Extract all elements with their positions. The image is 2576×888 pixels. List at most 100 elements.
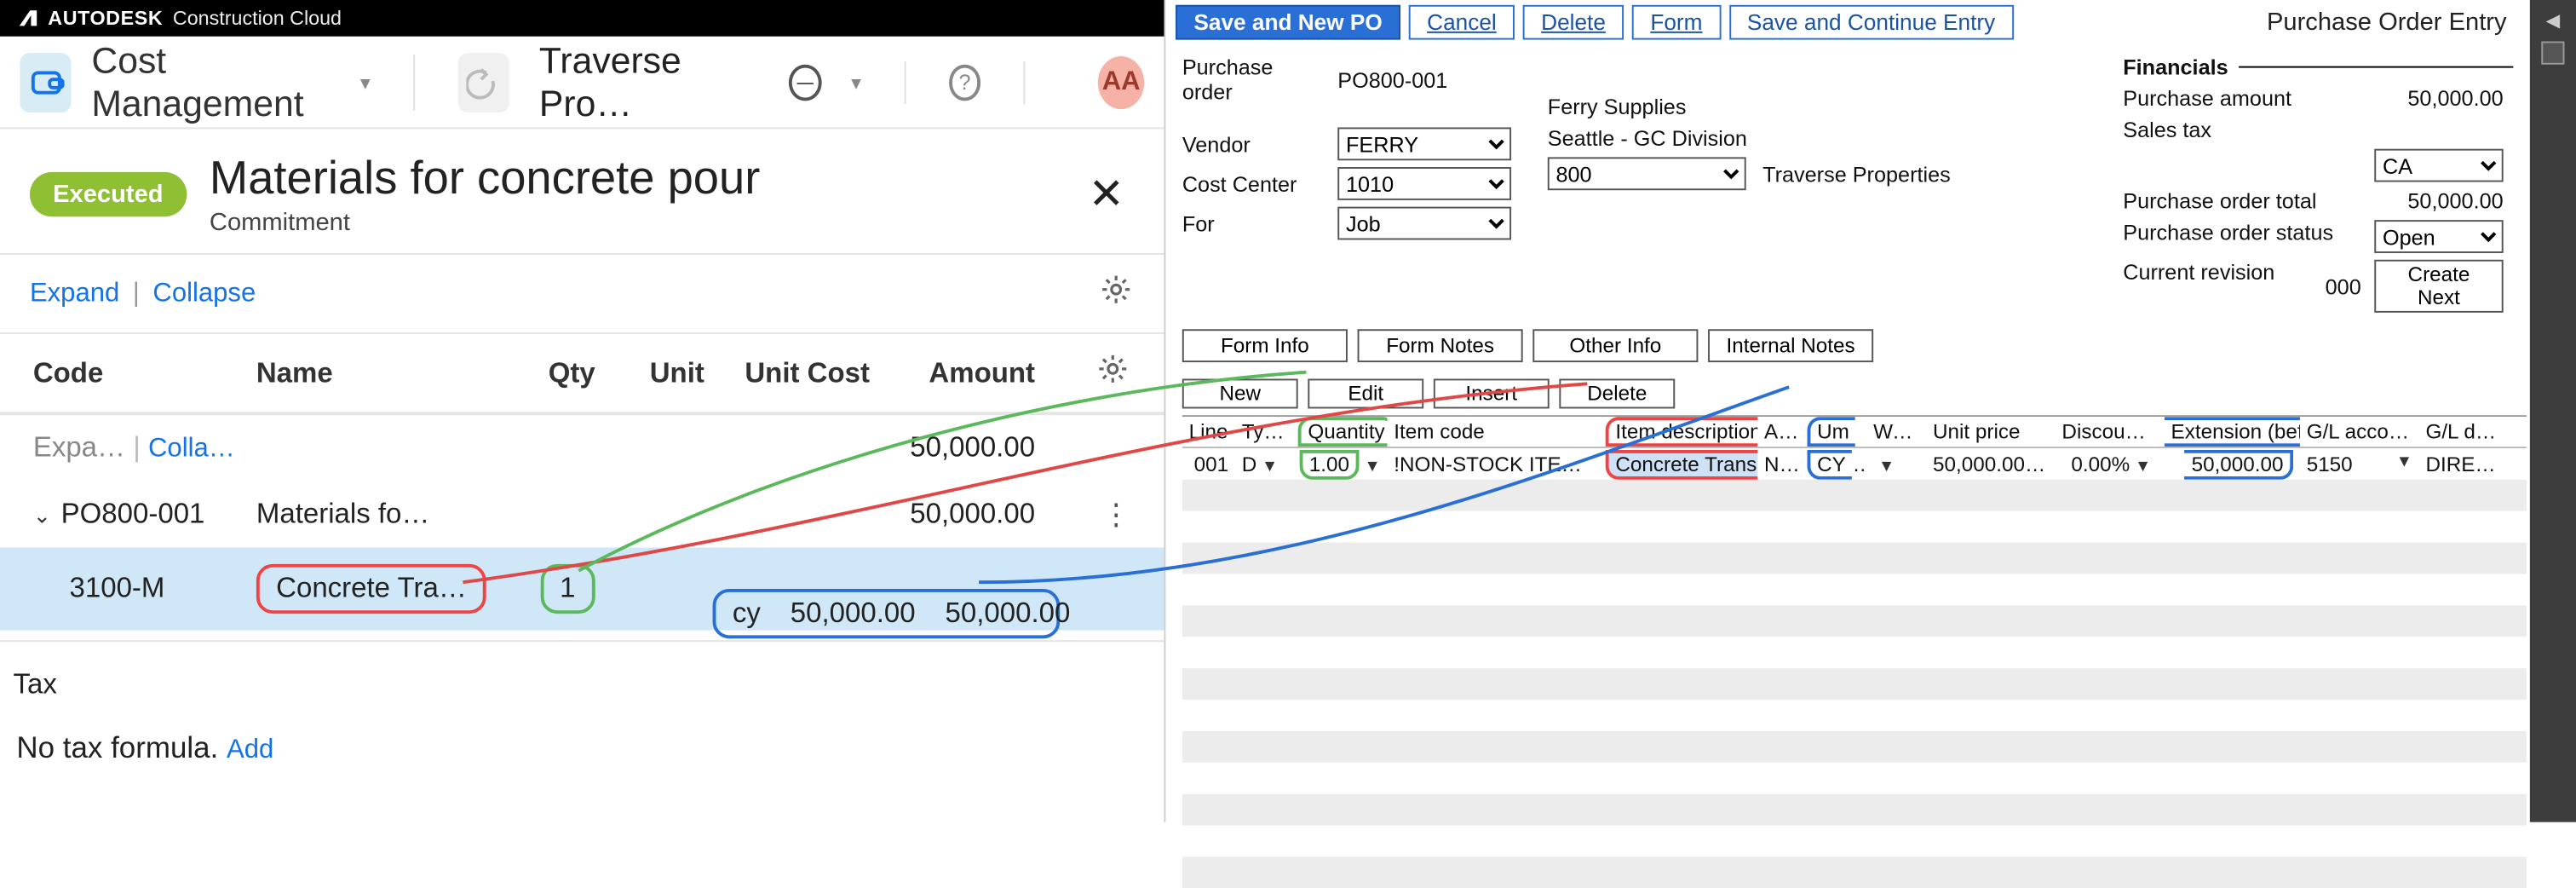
dock-panel-icon[interactable] — [2541, 42, 2564, 65]
settings-button[interactable] — [1098, 271, 1135, 315]
gear-icon — [1098, 271, 1135, 308]
cost-center-select[interactable]: 1010 — [1337, 167, 1511, 200]
module-toolbar: Cost Management ▾ Traverse Pro… ▾ ? AA — [0, 37, 1164, 130]
chevron-down-icon[interactable]: ⌄ — [33, 503, 51, 528]
form-button[interactable]: Form — [1632, 5, 1721, 40]
amount-cell: 50,000.00 — [870, 498, 1035, 531]
pa-value: 50,000.00 — [2368, 86, 2504, 111]
cancel-button[interactable]: Cancel — [1409, 5, 1515, 40]
avatar[interactable]: AA — [1098, 55, 1144, 108]
grid-delete-button[interactable]: Delete — [1559, 378, 1675, 408]
back-arrow-icon — [467, 66, 500, 99]
collapse-dock-icon[interactable]: ◀ — [2546, 10, 2560, 32]
module-launcher-button[interactable] — [20, 52, 72, 112]
status-badge: Executed — [30, 172, 187, 216]
pa-label: Purchase amount — [2123, 86, 2291, 111]
table-row[interactable]: ⌄PO800-001 Materials fo… 50,000.00 ⋮ — [0, 481, 1164, 548]
sales-tax-select[interactable]: CA — [2374, 149, 2503, 182]
qty-cell: 1 — [496, 564, 595, 614]
job-select[interactable]: 800 — [1548, 157, 1746, 190]
chevron-down-icon: ▾ — [360, 70, 371, 93]
back-button[interactable] — [457, 52, 509, 112]
add-tax-link[interactable]: Add — [227, 736, 273, 764]
rev-label: Current revision — [2123, 260, 2274, 313]
page-title: Materials for concrete pour — [210, 153, 760, 205]
dropdown-icon: ▼ — [1256, 458, 1278, 476]
autodesk-logo: AUTODESK — [16, 7, 163, 30]
page-subtitle: Commitment — [210, 209, 760, 237]
name-cell: Materials fo… — [256, 498, 496, 531]
globe-icon[interactable] — [789, 64, 821, 101]
vendor-name: Ferry Supplies — [1548, 95, 1687, 119]
autodesk-top-bar: AUTODESK Construction Cloud — [0, 0, 1164, 37]
module-switcher[interactable]: Cost Management ▾ — [91, 39, 370, 125]
help-button[interactable]: ? — [948, 64, 980, 101]
delete-button[interactable]: Delete — [1523, 5, 1624, 40]
other-info-button[interactable]: Other Info — [1532, 329, 1698, 362]
tax-formula-line: No tax formula. Add — [0, 712, 1164, 773]
project-name[interactable]: Traverse Pro… — [539, 39, 752, 125]
col-unit: Unit — [595, 356, 704, 389]
status-select[interactable]: Open — [2374, 220, 2503, 253]
name-cell: Concrete Tra… — [256, 564, 496, 614]
pot-value: 50,000.00 — [2368, 188, 2504, 213]
table-header: Code Name Qty Unit Unit Cost Amount — [0, 334, 1164, 415]
grid-header: Line Type Quantity Item code Item descri… — [1182, 417, 2527, 448]
erp-toolbar: Save and New PO Cancel Delete Form Save … — [1165, 0, 2529, 44]
grid-new-button[interactable]: New — [1182, 378, 1298, 408]
col-code: Code — [33, 356, 256, 389]
vendor-label: Vendor — [1182, 131, 1321, 156]
grid-insert-button[interactable]: Insert — [1434, 378, 1550, 408]
expand-link[interactable]: Expand — [30, 279, 119, 308]
code-cell: 3100-M — [33, 573, 256, 606]
cc-label: Cost Center — [1182, 171, 1321, 196]
expand-collapse-row: Expand | Collapse — [0, 255, 1164, 334]
save-and-continue-button[interactable]: Save and Continue Entry — [1729, 5, 2014, 40]
create-next-button[interactable]: Create Next — [2374, 260, 2503, 313]
po-lines-grid: Line Type Quantity Item code Item descri… — [1182, 415, 2527, 888]
internal-notes-button[interactable]: Internal Notes — [1708, 329, 1873, 362]
col-name: Name — [256, 356, 496, 389]
job-name: Traverse Properties — [1762, 161, 1951, 186]
col-qty: Qty — [496, 356, 595, 389]
col-ucost: Unit Cost — [704, 356, 870, 389]
grid-edit-button[interactable]: Edit — [1308, 378, 1423, 408]
dropdown-icon: ▼ — [2130, 458, 2151, 476]
erp-header-form: Purchase order PO800-001 Vendor FERRY Co… — [1165, 44, 2529, 326]
save-and-new-button[interactable]: Save and New PO — [1176, 5, 1400, 40]
form-info-button[interactable]: Form Info — [1182, 329, 1348, 362]
st-label: Sales tax — [2123, 118, 2211, 142]
dropdown-icon: ▼ — [1873, 458, 1895, 476]
table-row[interactable]: 3100-M Concrete Tra… 1 cy 50,000.00 50,0… — [0, 547, 1164, 630]
po-number: PO800-001 — [1337, 67, 1447, 92]
po-label: Purchase order — [1182, 55, 1321, 104]
rev-value: 000 — [2326, 274, 2361, 298]
collapse-link[interactable]: Collapse — [152, 279, 256, 308]
status-label: Purchase order status — [2123, 220, 2333, 253]
info-buttons: Form Info Form Notes Other Info Internal… — [1165, 326, 2529, 372]
right-dock: ◀ — [2530, 0, 2576, 822]
amount-cell: 50,000.00 — [870, 432, 1035, 465]
grid-row[interactable]: 001 D▼ 1.00▼ !NON-STOCK ITEM▼ Concrete T… — [1182, 448, 2527, 480]
brand-text: AUTODESK — [48, 7, 163, 30]
vendor-select[interactable]: FERRY — [1337, 127, 1511, 160]
table-settings-button[interactable] — [1095, 350, 1131, 395]
dropdown-icon: ▼ — [1360, 458, 1381, 476]
grid-buttons: New Edit Insert Delete — [1165, 372, 2529, 412]
tax-label: Tax — [0, 640, 1164, 711]
chevron-down-icon: ▾ — [851, 70, 861, 93]
expand-cell[interactable]: Expa… | Colla… — [33, 432, 256, 465]
product-text: Construction Cloud — [173, 7, 342, 30]
dropdown-icon: ▼ — [2391, 453, 2412, 470]
col-amount: Amount — [870, 356, 1035, 389]
close-button[interactable]: ✕ — [1089, 169, 1135, 220]
financials-heading: Financials — [2123, 55, 2513, 79]
wallet-icon — [27, 64, 64, 101]
page-header: Executed Materials for concrete pour Com… — [0, 129, 1164, 255]
row-menu-button[interactable]: ⋮ — [1101, 506, 1131, 522]
form-notes-button[interactable]: Form Notes — [1358, 329, 1523, 362]
code-cell: ⌄PO800-001 — [33, 498, 256, 531]
for-select[interactable]: Job — [1337, 207, 1511, 240]
table-row[interactable]: Expa… | Colla… 50,000.00 — [0, 415, 1164, 481]
for-label: For — [1182, 210, 1321, 235]
